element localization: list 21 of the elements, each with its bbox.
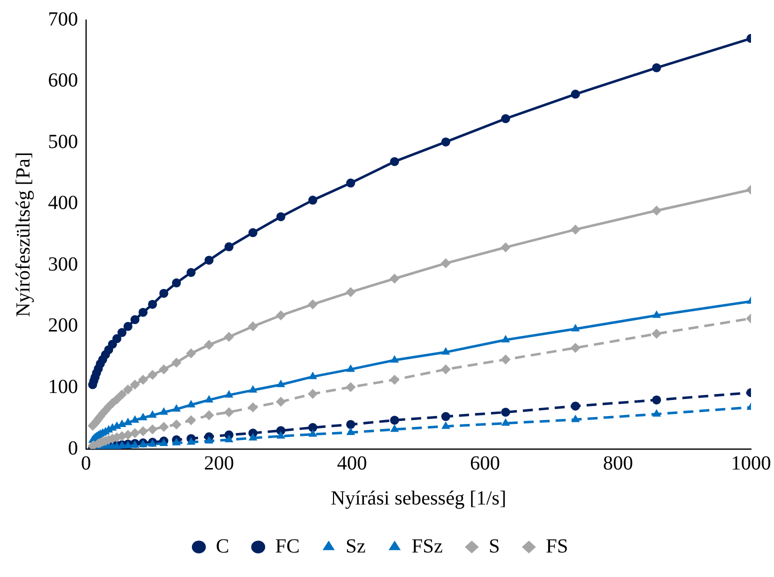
- y-tick-label: 100: [48, 376, 78, 398]
- legend-label: S: [488, 535, 500, 558]
- y-tick-label: 400: [48, 192, 78, 214]
- y-tick-label: 200: [48, 314, 78, 337]
- y-tick-label: 600: [48, 70, 78, 92]
- x-tick-label: 400: [337, 452, 367, 474]
- y-axis-title: Nyírófeszültség [Pa]: [12, 152, 34, 317]
- y-tick-label: 700: [48, 8, 78, 30]
- legend-label: C: [216, 535, 230, 558]
- legend-label: FC: [275, 535, 300, 558]
- x-tick-label: 200: [204, 452, 234, 474]
- x-tick-label: 1000: [731, 452, 771, 474]
- y-tick-label: 500: [48, 130, 78, 153]
- legend-label: FS: [546, 535, 568, 558]
- legend-label: FSz: [412, 535, 443, 558]
- x-tick-label: 800: [603, 452, 633, 474]
- y-tick-label: 300: [48, 253, 78, 276]
- x-tick-label: 600: [470, 452, 500, 474]
- legend-label: Sz: [346, 535, 366, 558]
- x-axis-title: Nyírási sebesség [1/s]: [330, 487, 506, 510]
- y-tick-label: 0: [68, 437, 78, 460]
